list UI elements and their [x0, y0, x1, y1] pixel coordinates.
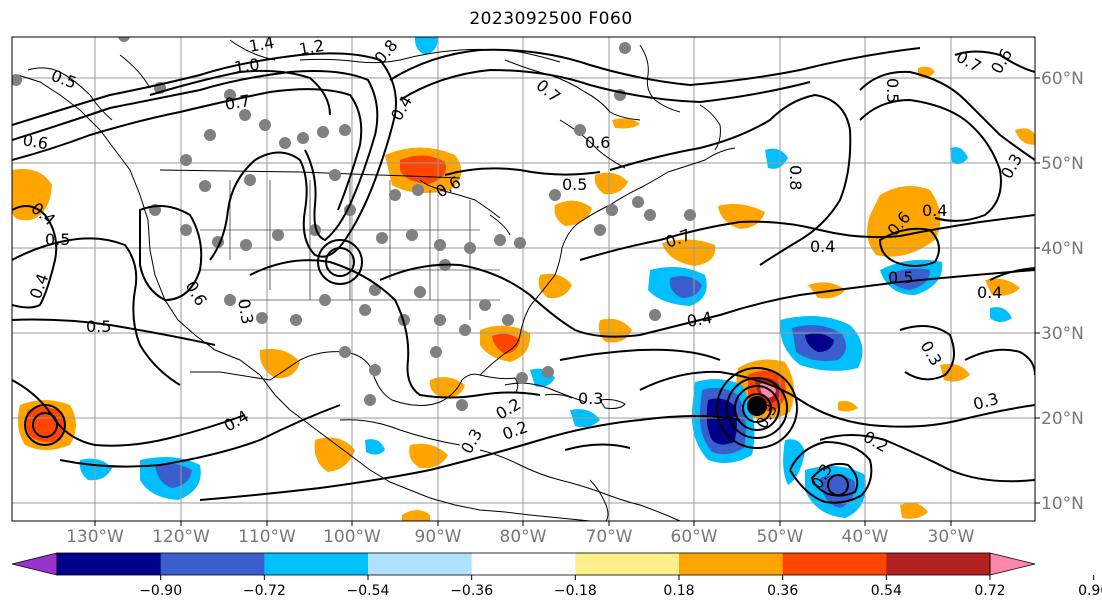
- lon-label: 110°W: [238, 527, 296, 547]
- colorbar-segment: [471, 553, 576, 575]
- colorbar-segment: [368, 553, 473, 575]
- contour-label: 0.4: [922, 201, 947, 220]
- contour-label: 0.5: [562, 175, 587, 194]
- colorbar-segment: [575, 553, 680, 575]
- colorbar-tick-label: 0.18: [663, 583, 694, 599]
- colorbar-segment: [264, 553, 369, 575]
- contour-label: 1.4: [247, 33, 275, 56]
- lon-label: 50°W: [757, 527, 804, 547]
- colorbar-tick-label: 0.36: [767, 583, 798, 599]
- colorbar-extend-high: [989, 552, 1036, 576]
- coastlines: [17, 39, 736, 521]
- contour-label: 0.3: [578, 389, 603, 408]
- contour-label: 0.4: [685, 308, 713, 331]
- colorbar-tick-label: 0.90: [1078, 583, 1102, 599]
- positive-shading: [12, 66, 1035, 521]
- contour-labels: 1.4 1.2 1.0 0.8 0.5 0.7 0.6 0.4 0.5 0.7 …: [21, 33, 1026, 492]
- lat-label: 50°N: [1041, 154, 1084, 174]
- negative-shading: [79, 37, 1012, 518]
- lon-label: 70°W: [586, 527, 633, 547]
- colorbar: [11, 552, 1036, 576]
- lon-label: 30°W: [928, 527, 975, 547]
- lon-label: 100°W: [323, 527, 381, 547]
- contour-label: 0.6: [21, 130, 49, 153]
- lon-label: 90°W: [415, 527, 462, 547]
- lat-label: 10°N: [1041, 494, 1084, 514]
- latitude-labels: 60°N 50°N 40°N 30°N 20°N 10°N: [1041, 69, 1084, 514]
- contour-label: 1.2: [297, 36, 325, 59]
- colorbar-tick-label: 0.54: [871, 583, 902, 599]
- colorbar-segment: [886, 553, 991, 575]
- contour-label: 0.3: [234, 297, 257, 325]
- lat-label: 20°N: [1041, 409, 1084, 429]
- colorbar-tick-label: 0.72: [974, 583, 1005, 599]
- contour-label: 0.4: [810, 237, 835, 256]
- lat-label: 60°N: [1041, 69, 1084, 89]
- colorbar-tick-label: −0.54: [347, 583, 390, 599]
- contour-label: 0.5: [888, 268, 913, 287]
- colorbar-tick-label: −0.36: [450, 583, 493, 599]
- contour-label: 0.6: [585, 133, 610, 152]
- colorbar-segment: [57, 553, 162, 575]
- contour-label: 0.4: [977, 283, 1002, 302]
- axis-ticks: [94, 77, 1040, 526]
- contour-label: 0.5: [45, 230, 70, 249]
- colorbar-frame: [56, 552, 991, 576]
- colorbar-tick-label: −0.18: [554, 583, 597, 599]
- colorbar-tick-label: −0.90: [139, 583, 182, 599]
- lon-label: 130°W: [66, 527, 124, 547]
- colorbar-segment: [782, 553, 887, 575]
- contour-label: 0.7: [223, 91, 251, 114]
- contour-label: 0.5: [883, 78, 902, 103]
- colorbar-segment: [679, 553, 784, 575]
- contour-lines: [12, 47, 1035, 504]
- lon-label: 80°W: [500, 527, 547, 547]
- map-title: 2023092500 F060: [469, 9, 633, 29]
- contour-label: 0.5: [86, 317, 111, 336]
- colorbar-labels: −0.90 −0.72 −0.54 −0.36 −0.18 0.18 0.36 0.54 0.7…: [139, 575, 1102, 599]
- lat-label: 30°N: [1041, 324, 1084, 344]
- colorbar-extend-low: [11, 552, 58, 576]
- lon-label: 60°W: [671, 527, 718, 547]
- contour-label: 0.8: [786, 165, 805, 190]
- contour-label: 1.0: [233, 55, 261, 77]
- map-panel: 1.4 1.2 1.0 0.8 0.5 0.7 0.6 0.4 0.5 0.7 …: [12, 33, 1035, 521]
- longitude-labels: 130°W 120°W 110°W 100°W 90°W 80°W 70°W 6…: [66, 527, 975, 547]
- lon-label: 120°W: [152, 527, 210, 547]
- colorbar-segment: [160, 553, 265, 575]
- lat-label: 40°N: [1041, 239, 1084, 259]
- colorbar-tick-label: −0.72: [243, 583, 286, 599]
- storm-center-marker: [747, 396, 767, 416]
- lon-label: 40°W: [842, 527, 889, 547]
